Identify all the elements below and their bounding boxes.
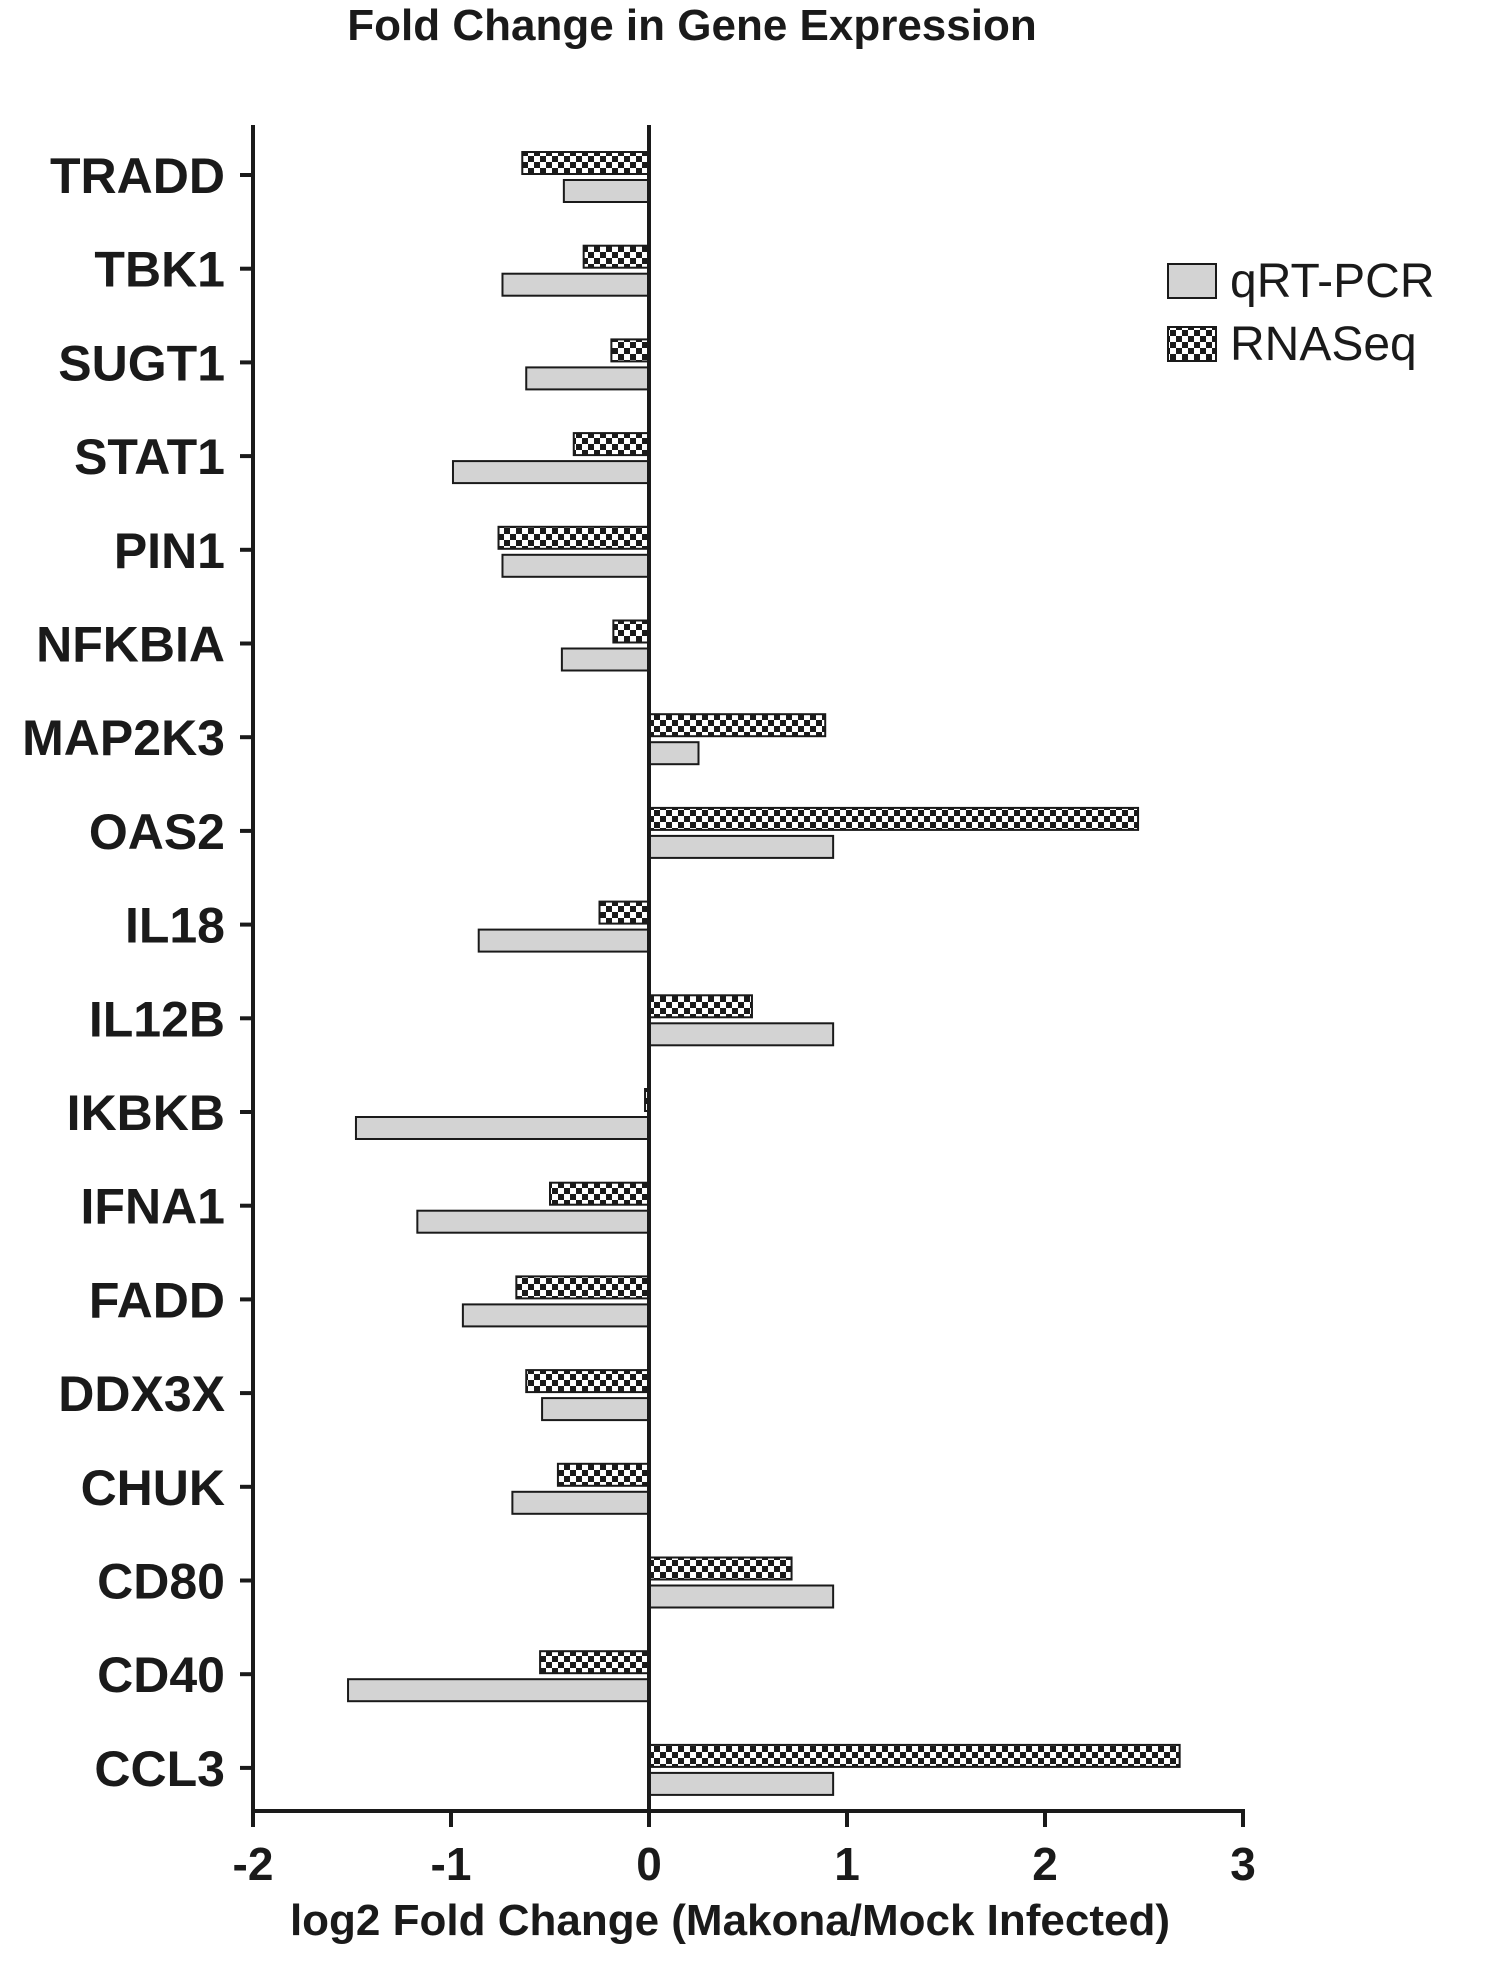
category-label: DDX3X <box>58 1366 225 1422</box>
bar-qrtpcr <box>451 460 651 485</box>
legend-swatch-qrtpcr <box>1167 263 1217 299</box>
bar-rnaseq <box>648 994 753 1019</box>
chart-title: Fold Change in Gene Expression <box>347 1 1036 50</box>
x-tick-label: 3 <box>1230 1838 1256 1890</box>
bar-qrtpcr <box>541 1397 651 1422</box>
category-label: CD80 <box>97 1554 225 1610</box>
category-label: PIN1 <box>114 523 225 579</box>
category-label: STAT1 <box>74 429 225 485</box>
bar-qrtpcr <box>511 1490 650 1515</box>
bar-qrtpcr <box>416 1209 650 1234</box>
bar-rnaseq <box>539 1650 650 1675</box>
bar-qrtpcr <box>354 1116 650 1140</box>
bar-rnaseq <box>648 1556 793 1581</box>
bar-rnaseq <box>521 151 651 175</box>
bar-rnaseq <box>497 525 650 550</box>
x-tick-label: 0 <box>636 1838 662 1890</box>
x-axis-title: log2 Fold Change (Makona/Mock Infected) <box>290 1896 1170 1945</box>
x-tick-label: -2 <box>233 1838 274 1890</box>
category-label: IL12B <box>89 991 225 1047</box>
bar-qrtpcr <box>648 741 700 766</box>
bar-qrtpcr <box>562 179 650 203</box>
bar-rnaseq <box>612 619 650 644</box>
bar-qrtpcr <box>461 1303 650 1328</box>
bar-qrtpcr <box>648 1584 835 1609</box>
category-label: NFKBIA <box>36 617 225 673</box>
bar-rnaseq <box>598 900 650 925</box>
category-label: FADD <box>89 1272 225 1328</box>
category-label: TRADD <box>50 148 225 204</box>
category-label: TBK1 <box>94 242 225 298</box>
bar-rnaseq <box>648 713 827 738</box>
bar-rnaseq <box>549 1181 650 1206</box>
category-label: CD40 <box>97 1647 225 1703</box>
bar-rnaseq <box>515 1275 651 1300</box>
bar-rnaseq <box>572 432 651 457</box>
category-label: IKBKB <box>67 1085 225 1141</box>
bar-qrtpcr <box>501 553 651 578</box>
bar-qrtpcr <box>648 834 835 859</box>
x-tick-label: -1 <box>431 1838 472 1890</box>
category-label: IFNA1 <box>81 1179 225 1235</box>
bar-qrtpcr <box>525 366 650 391</box>
bar-rnaseq <box>648 1743 1181 1768</box>
category-label: CHUK <box>81 1460 225 1516</box>
x-tick-label: 2 <box>1032 1838 1058 1890</box>
x-tick-label: 1 <box>834 1838 860 1890</box>
bar-rnaseq <box>582 244 650 269</box>
bar-qrtpcr <box>477 928 650 953</box>
bar-rnaseq <box>648 806 1140 831</box>
bar-qrtpcr <box>347 1678 650 1703</box>
legend-label-qrtpcr: qRT-PCR <box>1230 255 1435 308</box>
legend-swatch-rnaseq <box>1167 326 1217 362</box>
bar-qrtpcr <box>560 647 651 672</box>
category-label: MAP2K3 <box>22 710 225 766</box>
bar-qrtpcr <box>648 1771 835 1796</box>
bar-rnaseq <box>556 1462 650 1487</box>
bar-qrtpcr <box>648 1022 835 1047</box>
bar-rnaseq <box>525 1369 650 1394</box>
category-label: CCL3 <box>94 1741 225 1797</box>
category-label: IL18 <box>125 898 225 954</box>
bar-qrtpcr <box>501 272 651 297</box>
category-label: OAS2 <box>89 804 225 860</box>
bar-rnaseq <box>610 338 651 363</box>
legend-label-rnaseq: RNASeq <box>1230 318 1417 371</box>
category-label: SUGT1 <box>58 335 225 391</box>
